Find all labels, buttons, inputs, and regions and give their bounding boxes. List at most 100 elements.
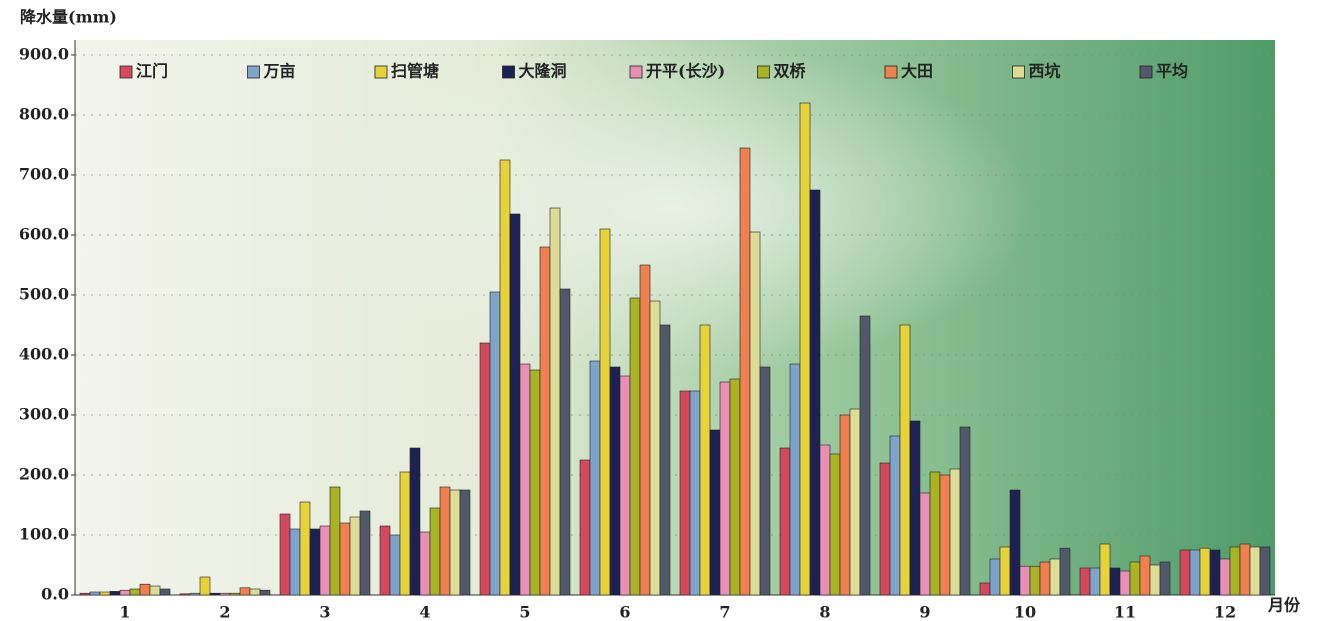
legend-label: 大隆洞 [519, 62, 567, 81]
legend-label: 双桥 [774, 62, 807, 81]
x-tick-label: 7 [719, 603, 730, 621]
bar [419, 531, 431, 596]
bar [479, 342, 491, 596]
bar [939, 474, 951, 596]
bar [1009, 489, 1021, 596]
bar [1099, 543, 1111, 596]
y-tick-label: 700.0 [19, 165, 69, 184]
bar [449, 489, 461, 596]
bar [1219, 558, 1231, 596]
legend-swatch [119, 65, 133, 79]
bar [129, 588, 141, 596]
bar [719, 381, 731, 596]
bar [1209, 549, 1221, 596]
x-tick-label: 1 [119, 603, 130, 621]
bar [659, 324, 671, 596]
bar [709, 429, 721, 596]
bar [549, 207, 561, 596]
bar [989, 558, 1001, 596]
bar [999, 546, 1011, 596]
bar [1079, 567, 1091, 596]
bar [839, 414, 851, 596]
bar [1199, 547, 1211, 596]
bar [559, 288, 571, 596]
x-tick-label: 6 [619, 603, 630, 621]
bar [899, 324, 911, 596]
bar [199, 576, 211, 596]
legend-label: 大田 [901, 62, 933, 81]
bar [979, 582, 991, 596]
bar [629, 297, 641, 596]
y-tick-label: 600.0 [19, 225, 69, 244]
bar [289, 528, 301, 596]
bar [259, 589, 271, 596]
bar [439, 486, 451, 596]
bar [1179, 549, 1191, 596]
bar [959, 426, 971, 596]
bar [309, 528, 321, 596]
bar [809, 189, 821, 596]
bar [609, 366, 621, 596]
legend-swatch [629, 65, 643, 79]
bar [889, 435, 901, 596]
y-tick-label: 200.0 [19, 465, 69, 484]
legend-swatch [1012, 65, 1025, 79]
bar [699, 324, 711, 596]
bar [1249, 546, 1261, 596]
bar [1149, 564, 1161, 596]
bar [1059, 547, 1071, 596]
bar [319, 525, 331, 596]
legend-label: 扫管塘 [391, 62, 439, 81]
bar [329, 486, 341, 596]
bar [1129, 561, 1141, 596]
bar [539, 246, 551, 596]
plot-highlight [75, 40, 1275, 595]
bar [949, 468, 961, 596]
x-tick-label: 3 [319, 603, 330, 621]
bar [159, 588, 171, 596]
legend-swatch [247, 65, 260, 79]
bar [89, 591, 101, 596]
bar [729, 378, 741, 596]
bar [499, 159, 511, 596]
bar [1229, 546, 1241, 596]
legend-label: 江门 [136, 62, 168, 81]
y-axis-title: 降水量(mm) [20, 8, 117, 27]
bar [139, 583, 151, 596]
bar [1239, 543, 1251, 596]
bar [399, 471, 411, 596]
bar [489, 291, 501, 596]
bar [1159, 561, 1171, 596]
bar [119, 589, 131, 596]
bar [509, 213, 521, 596]
legend-swatch [502, 65, 515, 79]
bar [759, 366, 771, 596]
bar [359, 510, 371, 596]
bar [1039, 561, 1051, 596]
bar [379, 525, 391, 596]
bar [679, 390, 691, 596]
legend-label: 平均 [1156, 62, 1188, 81]
bar [649, 300, 661, 596]
bar [1189, 549, 1201, 596]
x-tick-label: 5 [519, 603, 530, 621]
bar [349, 516, 361, 596]
bar [749, 231, 761, 596]
bar [339, 522, 351, 596]
bar [1049, 558, 1061, 596]
legend-swatch [1139, 65, 1153, 79]
x-tick-label: 9 [919, 603, 930, 621]
legend-swatch [374, 65, 388, 79]
bar [689, 390, 701, 596]
y-tick-label: 800.0 [19, 105, 69, 124]
bar [299, 501, 311, 596]
bar [1029, 565, 1041, 596]
bar [529, 369, 541, 596]
y-tick-label: 300.0 [19, 405, 69, 424]
bar [99, 591, 111, 596]
bar [239, 587, 251, 596]
x-tick-label: 2 [219, 603, 230, 621]
bar [79, 592, 91, 596]
bar [829, 453, 841, 596]
y-tick-label: 0.0 [41, 585, 69, 604]
